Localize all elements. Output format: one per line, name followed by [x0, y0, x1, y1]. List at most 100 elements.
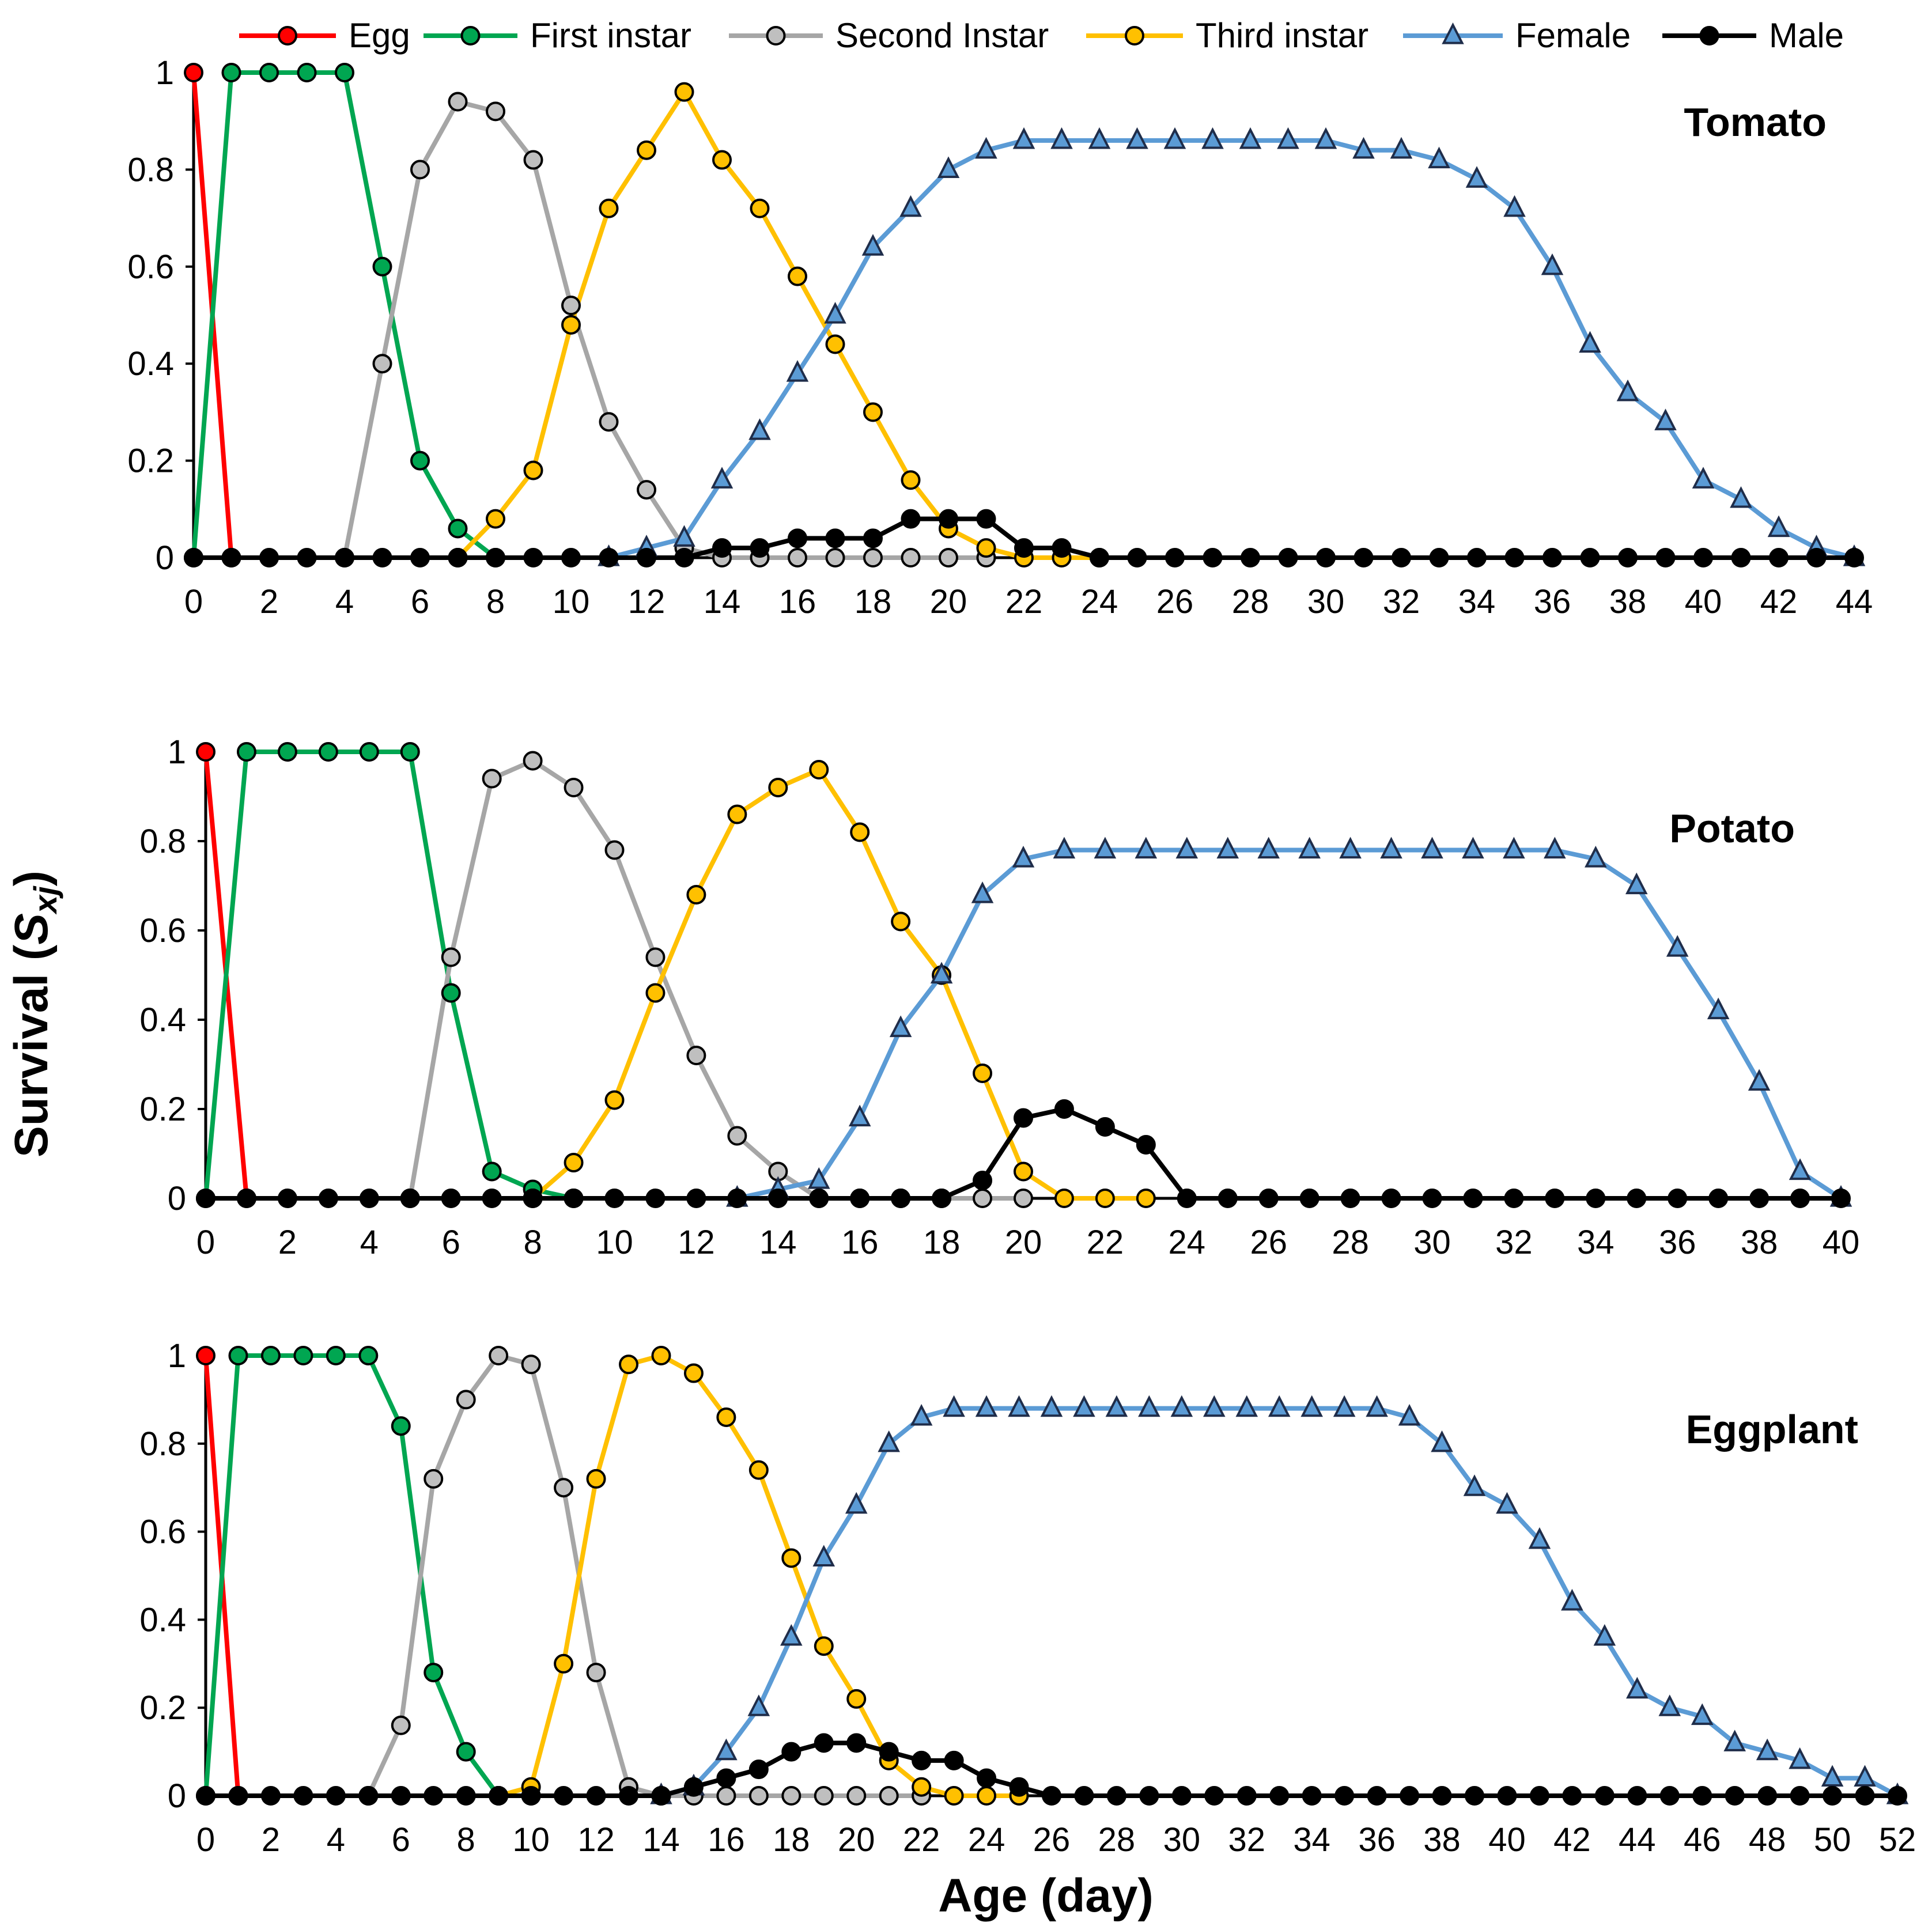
data-point-female [1561, 1588, 1583, 1611]
data-point-female [1541, 253, 1564, 275]
legend-item-second-instar: Second Instar [729, 16, 1049, 55]
data-point-female [878, 1430, 900, 1452]
series-line-female [735, 847, 1843, 1201]
x-tick-label: 0 [196, 1224, 215, 1261]
series-tomato-second-instar [342, 99, 989, 560]
data-point-first-instar [400, 742, 420, 762]
data-point-male [554, 1786, 574, 1806]
series-markers-eggplant-male [196, 1733, 1907, 1806]
data-point-third-instar [561, 315, 581, 335]
data-point-female [1298, 837, 1321, 859]
data-point-male [1594, 1786, 1615, 1806]
panel-title-potato: Potato [1669, 806, 1795, 851]
data-point-male [1054, 1099, 1074, 1119]
x-tick-label: 40 [1488, 1821, 1526, 1859]
data-point-male [1731, 548, 1751, 567]
data-point-male [1429, 548, 1449, 567]
data-point-male [1504, 548, 1525, 567]
data-point-male [1806, 548, 1827, 567]
series-potato-first-instar [203, 750, 576, 1201]
data-point-male [891, 1189, 911, 1208]
data-point-male [441, 1189, 461, 1208]
data-point-first-instar [260, 1346, 281, 1365]
data-point-first-instar [326, 1346, 346, 1365]
data-point-male [372, 548, 392, 567]
legend-marker-egg [278, 26, 297, 46]
data-point-male [1400, 1786, 1420, 1806]
series-tomato-first-instar [191, 70, 498, 560]
series-markers-tomato-third-instar [448, 82, 1109, 567]
data-point-second-instar [727, 1126, 747, 1146]
data-point-third-instar [788, 266, 807, 286]
data-point-male [683, 1777, 704, 1797]
data-point-third-instar [944, 1786, 964, 1806]
x-tick-label: 8 [486, 583, 505, 620]
data-point-female [1314, 127, 1337, 149]
data-point-female [1138, 1395, 1160, 1417]
data-point-female [861, 234, 884, 256]
y-tick-label: 1 [168, 1337, 186, 1375]
x-tick-label: 2 [262, 1821, 280, 1859]
data-point-male [939, 509, 958, 529]
data-point-female [1616, 379, 1639, 402]
x-tick-label: 2 [260, 583, 278, 620]
data-point-first-instar [482, 1161, 502, 1182]
data-point-female [1073, 1395, 1095, 1417]
series-markers-tomato-first-instar [184, 63, 505, 567]
data-point-third-instar [973, 1064, 993, 1083]
series-potato-third-instar [530, 767, 1148, 1201]
x-tick-label: 10 [596, 1224, 633, 1261]
data-point-third-instar [637, 140, 656, 160]
x-tick-label: 28 [1332, 1224, 1369, 1261]
x-tick-label: 36 [1659, 1224, 1696, 1261]
data-point-female [943, 1395, 965, 1417]
data-point-female [1730, 486, 1752, 508]
data-point-male [1855, 1786, 1875, 1806]
data-point-second-instar [586, 1663, 606, 1683]
data-point-male [1367, 1786, 1387, 1806]
x-tick-label: 32 [1383, 583, 1420, 620]
data-point-male [1790, 1189, 1810, 1208]
data-point-male [359, 1189, 379, 1208]
data-point-second-instar [391, 1715, 411, 1735]
legend-label-egg: Egg [349, 16, 410, 55]
data-point-female [930, 962, 953, 984]
x-tick-label: 28 [1232, 583, 1269, 620]
data-point-male [977, 1768, 997, 1788]
data-point-female [1105, 1395, 1128, 1417]
data-point-male [1381, 1189, 1401, 1208]
data-point-male [358, 1786, 379, 1806]
data-point-female [747, 1694, 770, 1716]
data-point-female [1723, 1730, 1746, 1751]
series-markers-eggplant-first-instar [196, 1346, 541, 1806]
x-tick-label: 32 [1228, 1821, 1266, 1859]
data-point-second-instar [554, 1478, 574, 1498]
data-point-third-instar [1014, 1161, 1033, 1182]
legend: Egg First instar Second Instar Third instar… [239, 16, 1844, 55]
data-point-female [1170, 1395, 1193, 1417]
data-point-egg [196, 1346, 215, 1365]
data-point-female [1789, 1158, 1812, 1180]
data-point-male [260, 1786, 281, 1806]
data-point-male [1497, 1786, 1517, 1806]
y-axis-title-close: ) [5, 871, 58, 886]
series-line-third-instar [496, 1353, 1022, 1798]
data-point-male [489, 1786, 509, 1806]
series-line-female [659, 1406, 1900, 1798]
data-point-male [932, 1189, 952, 1208]
x-tick-label: 18 [773, 1821, 810, 1859]
data-point-third-instar [674, 82, 694, 102]
data-point-male [1042, 1786, 1061, 1806]
x-tick-label: 12 [678, 1224, 715, 1261]
series-eggplant-female [659, 1406, 1900, 1798]
x-tick-label: 10 [512, 1821, 550, 1859]
data-point-male [1353, 548, 1374, 567]
panel-title-eggplant: Eggplant [1686, 1407, 1858, 1452]
data-point-male [1052, 538, 1072, 558]
data-point-male [521, 1786, 541, 1806]
data-point-female [1053, 837, 1076, 859]
data-point-male [1171, 1786, 1192, 1806]
data-point-female [1756, 1738, 1779, 1761]
x-tick-label: 12 [577, 1821, 615, 1859]
data-point-female [1528, 1527, 1551, 1549]
